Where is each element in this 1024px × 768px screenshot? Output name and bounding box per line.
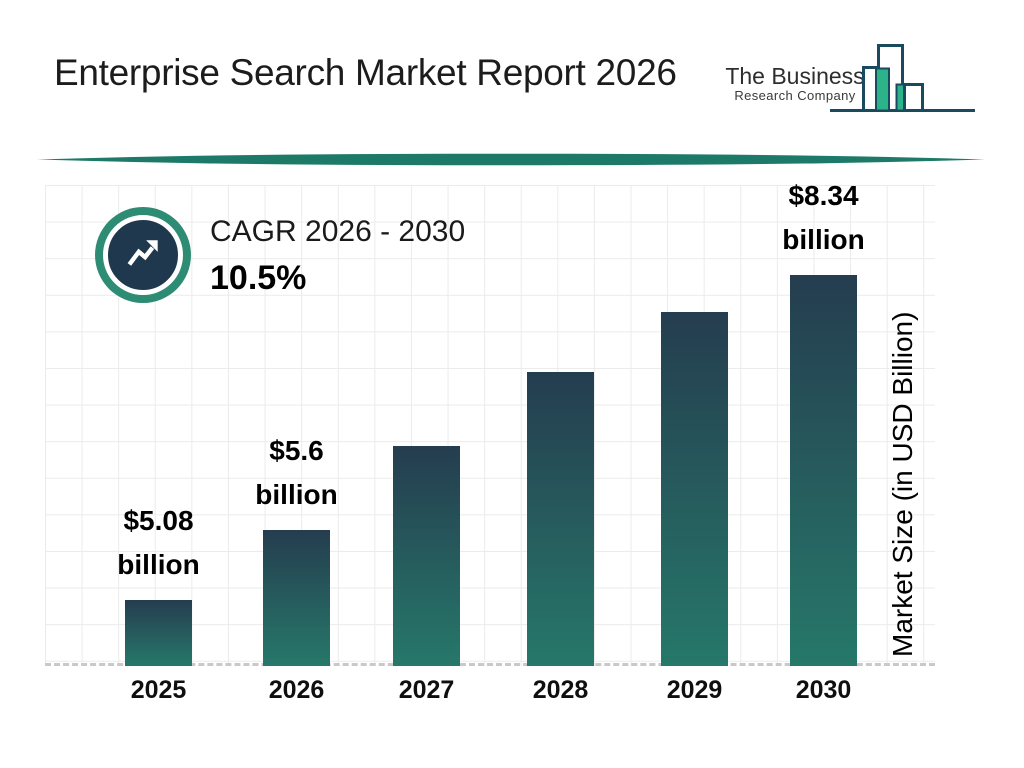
bar-value-label-2030: $8.34 billion [782, 179, 865, 255]
section-divider [37, 153, 985, 166]
x-tick-2029: 2029 [666, 676, 723, 704]
x-tick-2027: 2027 [398, 676, 455, 704]
cagr-badge-disc [103, 215, 183, 295]
x-tick-2028: 2028 [532, 676, 589, 704]
bar-2027 [393, 446, 460, 666]
bar-2029 [661, 312, 728, 666]
cagr-value: 10.5% [210, 259, 307, 297]
x-tick-2026: 2026 [268, 676, 325, 704]
x-tick-2025: 2025 [130, 676, 187, 704]
y-axis-title: Market Size (in USD Billion) [887, 311, 918, 657]
cagr-label: CAGR 2026 - 2030 [210, 215, 466, 248]
bar-2025 [125, 600, 192, 666]
bar-2028 [527, 372, 594, 666]
x-axis-ticks: 2025 2026 2027 2028 2029 2030 [45, 676, 935, 716]
bar-2030 [790, 275, 857, 666]
bar-value-label-2025: $5.08 billion [117, 504, 200, 580]
logo-name: The Business [725, 63, 865, 89]
logo-subname: Research Company [734, 88, 856, 104]
cagr-annotation: CAGR 2026 - 2030 10.5% [210, 215, 465, 298]
bar-2026 [263, 530, 330, 666]
chart-plot-area: CAGR 2026 - 2030 10.5% Market Size (in U… [45, 180, 935, 666]
bar-value-label-2026: $5.6 billion [255, 434, 338, 510]
x-tick-2030: 2030 [795, 676, 852, 704]
cagr-badge [95, 207, 191, 303]
company-logo: The Business Research Company [724, 63, 866, 104]
page-title: Enterprise Search Market Report 2026 [54, 52, 677, 93]
logo-bars-icon [830, 44, 975, 112]
trending-up-icon [127, 240, 158, 266]
